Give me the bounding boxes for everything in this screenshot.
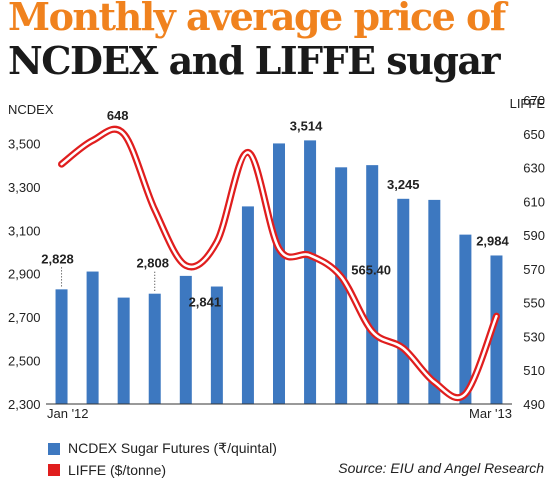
bar-0	[55, 289, 68, 404]
left-tick-6: 3,500	[8, 136, 41, 151]
right-tick-9: 670	[523, 93, 545, 108]
bar-4	[179, 275, 192, 404]
legend-item-ncdex: NCDEX Sugar Futures (₹/quintal)	[48, 440, 277, 457]
data-label-6: 648	[107, 108, 129, 123]
left-axis-ticks: 2,300 2,500 2,700 2,900 3,100 3,300 3,500	[8, 136, 41, 412]
data-label-7: 565.40	[351, 263, 391, 278]
right-tick-1: 510	[523, 363, 545, 378]
data-label-0: 2,828	[41, 251, 74, 266]
bar-1	[86, 271, 99, 404]
bar-3	[148, 293, 161, 404]
data-label-5: 2,984	[476, 233, 509, 248]
bar-8	[304, 140, 317, 405]
left-tick-5: 3,300	[8, 180, 41, 195]
data-labels: 2,828 2,808 2,841 3,514 3,245 2,984 648 565.40	[41, 108, 509, 310]
right-tick-0: 490	[523, 397, 545, 412]
bar-2	[117, 297, 130, 404]
right-axis-ticks: 490 510 530 550 570 590 610 630 650 670	[523, 93, 545, 412]
bar-10	[366, 165, 379, 404]
right-tick-3: 550	[523, 296, 545, 311]
legend-label-ncdex: NCDEX Sugar Futures (₹/quintal)	[68, 440, 277, 456]
x-label-last: Mar '13	[469, 406, 512, 421]
left-tick-3: 2,900	[8, 267, 41, 282]
right-tick-6: 610	[523, 194, 545, 209]
line-series	[58, 125, 500, 402]
chart-title-line-2: NCDEX and LIFFE sugar	[8, 38, 501, 83]
left-tick-1: 2,500	[8, 354, 41, 369]
bar-7	[273, 143, 285, 404]
bar-series	[55, 140, 503, 405]
bar-13	[459, 234, 472, 404]
bar-11	[397, 198, 410, 404]
right-tick-4: 570	[523, 262, 545, 277]
left-tick-0: 2,300	[8, 397, 41, 412]
source-note: Source: EIU and Angel Research	[338, 460, 544, 476]
right-tick-8: 650	[523, 127, 545, 142]
data-label-3: 3,514	[290, 118, 323, 133]
legend-item-liffe: LIFFE ($/tonne)	[48, 462, 166, 478]
data-label-4: 3,245	[387, 177, 420, 192]
bar-12	[428, 199, 441, 404]
x-label-first: Jan '12	[47, 406, 89, 421]
data-label-2: 2,841	[189, 295, 222, 310]
right-tick-5: 590	[523, 228, 545, 243]
legend-swatch-ncdex	[48, 442, 60, 455]
right-tick-2: 530	[523, 329, 545, 344]
right-axis-label: LIFFE	[510, 96, 546, 111]
left-tick-2: 2,700	[8, 310, 41, 325]
bar-5	[210, 286, 223, 404]
data-label-1: 2,808	[136, 256, 169, 271]
legend-label-liffe: LIFFE ($/tonne)	[68, 462, 167, 478]
chart-title-line-1: Monthly average price of	[8, 0, 506, 39]
left-tick-4: 3,100	[8, 223, 41, 238]
line-inner	[60, 128, 498, 399]
legend-swatch-liffe	[48, 464, 60, 476]
right-tick-7: 630	[523, 161, 545, 176]
left-axis-label: NCDEX	[8, 102, 54, 117]
bar-14	[490, 255, 503, 404]
bar-6	[241, 206, 254, 404]
bar-9	[335, 167, 348, 404]
